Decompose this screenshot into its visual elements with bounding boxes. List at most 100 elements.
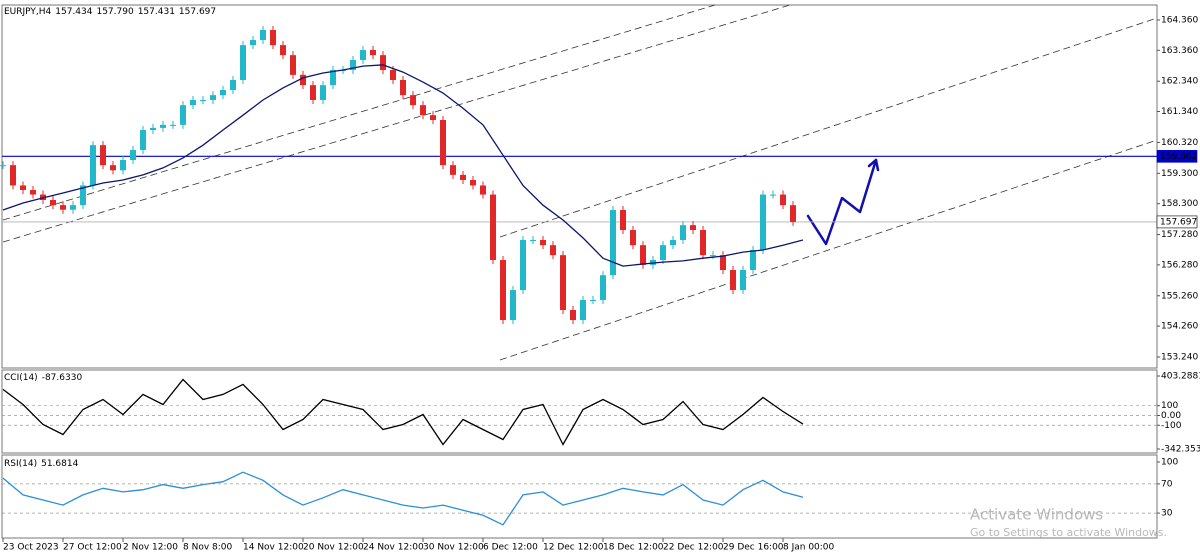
candle: [120, 160, 126, 171]
x-tick-label: 23 Oct 2023: [3, 543, 59, 553]
candle: [290, 55, 296, 75]
candle: [130, 150, 136, 161]
candle: [760, 194, 766, 251]
symbol: EURJPY,H4: [4, 7, 52, 17]
y-tick-label: 161.340: [1161, 107, 1198, 117]
candle: [720, 255, 726, 271]
candle: [750, 250, 756, 271]
arrow-head: [867, 158, 880, 172]
candle: [470, 180, 476, 186]
channel-line: [499, 17, 1158, 238]
candle: [330, 70, 336, 86]
y-tick-label: 154.260: [1161, 322, 1198, 332]
y-tick-label: 0.00: [1161, 411, 1181, 421]
price-level-box: [1156, 215, 1198, 229]
candle: [640, 245, 646, 265]
channel-line: [2, 4, 791, 243]
candle: [370, 50, 376, 56]
price-level-box: [1156, 150, 1198, 163]
price-panel: [1, 4, 1158, 369]
candle: [260, 30, 266, 41]
candle: [490, 194, 496, 261]
candle: [740, 270, 746, 291]
high: 157.790: [96, 7, 133, 17]
candle: [60, 205, 66, 210]
y-tick-label: 160.320: [1161, 138, 1198, 148]
y-tick-label: 162.340: [1161, 77, 1198, 87]
candle: [680, 225, 686, 241]
candle: [20, 185, 26, 191]
candle: [220, 90, 226, 96]
candle: [500, 260, 506, 321]
candle: [630, 230, 636, 246]
price-level-label: 157.697: [1160, 217, 1197, 227]
candle: [410, 95, 416, 106]
candle: [480, 185, 486, 195]
candle: [170, 124, 176, 126]
x-tick-label: 30 Nov 12:00: [423, 543, 484, 553]
open: 157.434: [55, 7, 92, 17]
y-tick-label: 70: [1161, 479, 1173, 489]
candle: [240, 45, 246, 81]
y-tick-label: -100: [1161, 421, 1182, 431]
candle: [440, 120, 446, 166]
rsi-header: RSI(14) 51.6814: [4, 459, 79, 469]
low: 157.431: [138, 7, 175, 17]
y-tick-label: 156.280: [1161, 260, 1198, 270]
candle: [770, 194, 776, 196]
candle: [320, 85, 326, 101]
candle: [710, 255, 716, 257]
forecast-arrow: [806, 158, 880, 246]
y-tick-label: 403.2881: [1161, 372, 1200, 382]
x-tick-label: 27 Oct 12:00: [63, 543, 122, 553]
x-tick-label: 22 Dec 12:00: [663, 543, 724, 553]
x-tick-label: 29 Dec 16:00: [723, 543, 784, 553]
watermark-subtitle: Go to Settings to activate Windows.: [970, 526, 1167, 539]
candle: [150, 127, 156, 131]
candle: [350, 60, 356, 71]
candle: [390, 70, 396, 81]
candle: [30, 190, 36, 195]
watermark-title: Activate Windows: [970, 506, 1103, 524]
candle: [540, 240, 546, 246]
y-tick-label: 164.360: [1161, 16, 1198, 26]
candle: [80, 185, 86, 206]
candle: [270, 30, 276, 46]
x-tick-label: 18 Dec 12:00: [603, 543, 664, 553]
indicator-value: -87.6330: [42, 373, 83, 383]
candle: [690, 225, 696, 231]
y-tick-label: 159.300: [1161, 169, 1198, 179]
candle: [70, 205, 76, 210]
price-header: EURJPY,H4 157.434 157.790 157.431 157.697: [4, 7, 216, 17]
y-tick-label: 163.360: [1161, 46, 1198, 56]
candle: [300, 74, 306, 86]
channel-line: [499, 139, 1158, 361]
candle: [700, 230, 706, 256]
candle: [200, 100, 206, 102]
candle: [420, 105, 426, 116]
candle: [560, 255, 566, 311]
candle: [110, 165, 116, 171]
y-tick-label: 100: [1161, 458, 1178, 468]
x-tick-label: 2 Nov 12:00: [123, 543, 178, 553]
candle: [190, 100, 196, 106]
indicator-name: RSI(14): [4, 459, 37, 469]
x-tick-label: 24 Nov 12:00: [363, 543, 424, 553]
indicator-line: [2, 471, 804, 526]
x-tick-label: 14 Nov 12:00: [243, 543, 304, 553]
candle: [160, 124, 166, 128]
price-level-label: 159.862: [1160, 152, 1197, 162]
candle: [610, 210, 616, 276]
candle: [360, 50, 366, 61]
candle: [460, 174, 466, 181]
rsi-panel: [1, 454, 1158, 539]
x-tick-label: 6 Dec 12:00: [483, 543, 538, 553]
candle: [210, 95, 216, 101]
candle: [590, 300, 596, 302]
candle: [0, 165, 6, 167]
candle: [230, 80, 236, 91]
y-tick-label: 153.240: [1161, 352, 1198, 362]
candle: [50, 200, 56, 206]
candle: [430, 115, 436, 121]
